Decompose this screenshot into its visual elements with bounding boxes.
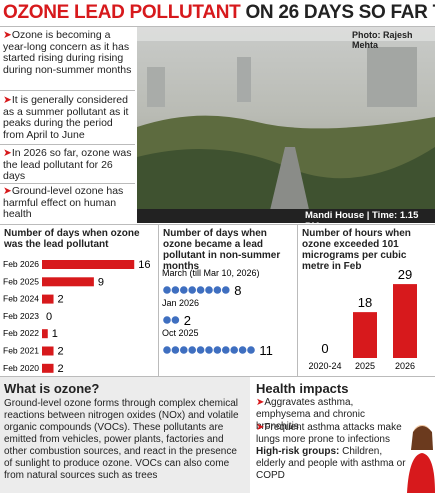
value-label: 2 <box>184 313 191 328</box>
chart-title: Number of days when ozone became a lead … <box>163 228 281 272</box>
headline: OZONE LEAD POLLUTANT ON 26 DAYS SO FAR T… <box>3 2 435 24</box>
bar <box>42 277 94 287</box>
chart: Feb 2026 16 Feb 2025 9 Feb 2024 2 Feb 2023 0 Feb… <box>3 259 150 374</box>
value-label: 8 <box>234 283 241 298</box>
illustration <box>407 425 435 493</box>
value-label: 11 <box>259 343 273 358</box>
category-label: Jan 2026 <box>162 298 199 308</box>
category-label: Feb 2026 <box>3 259 39 269</box>
dot <box>163 286 171 294</box>
chart-title: Number of days when ozone was the lead p… <box>4 228 140 250</box>
category-label: Feb 2022 <box>3 328 39 338</box>
chart-title: Number of hours when ozone exceeded 101 … <box>302 228 411 272</box>
dot <box>188 346 196 354</box>
dot <box>222 346 230 354</box>
dot <box>213 286 222 294</box>
rule <box>158 224 159 376</box>
info-box <box>0 377 250 493</box>
category-label: Feb 2021 <box>3 346 39 356</box>
dot <box>180 346 188 354</box>
category-label: Feb 2023 <box>3 311 39 321</box>
category-label: 2025 <box>355 361 375 371</box>
rule <box>0 26 435 27</box>
rule <box>0 376 435 377</box>
dot <box>222 286 230 294</box>
dot <box>163 316 171 324</box>
dot <box>213 346 222 354</box>
dot <box>180 286 188 294</box>
health-risk: High-risk groups: Children, elderly and … <box>256 446 406 482</box>
bar <box>42 329 48 339</box>
category-label: Oct 2025 <box>162 328 199 338</box>
category-label: 2020-24 <box>308 361 341 371</box>
bullet: In 2026 so far, ozone was the lead pollu… <box>3 147 133 183</box>
category-label: Feb 2024 <box>3 294 39 304</box>
dot <box>247 346 255 354</box>
dot <box>196 286 205 294</box>
bar <box>42 294 54 304</box>
bullet: It is generally considered as a summer p… <box>3 94 133 141</box>
value-label: 29 <box>398 267 412 282</box>
section-text: Ground-level ozone forms through complex… <box>4 398 239 481</box>
dot <box>171 346 180 354</box>
dot <box>171 316 180 324</box>
value-label: 16 <box>138 259 150 271</box>
category-label: March (till Mar 10, 2026) <box>162 268 260 278</box>
photo-caption: Mandi House | Time: 1.15 PM <box>305 210 419 232</box>
dot <box>205 286 213 294</box>
bullet: Ground-level ozone has harmful effect on… <box>3 185 133 221</box>
value-label: 2 <box>58 346 64 358</box>
dot-group <box>163 316 180 324</box>
value-label: 1 <box>52 328 58 340</box>
risk-text: Children, elderly and people with asthma… <box>256 446 406 481</box>
section-title: What is ozone? <box>4 381 100 396</box>
headline-dark: ON 26 DAYS SO FAR THIS YEAR <box>245 2 435 23</box>
rule <box>0 224 435 225</box>
rule <box>297 224 298 376</box>
value-label: 0 <box>46 311 52 323</box>
rule <box>0 90 135 91</box>
bar <box>42 260 135 269</box>
risk-label: High-risk groups: <box>256 446 340 457</box>
value-label: 9 <box>98 276 104 288</box>
dot <box>171 286 180 294</box>
bullet: Ozone is becoming a year-long concern as… <box>3 29 133 76</box>
category-label: Feb 2020 <box>3 363 39 373</box>
bar <box>393 284 417 358</box>
value-label: 2 <box>58 294 64 306</box>
bar <box>42 346 54 356</box>
photo <box>137 27 435 223</box>
value-label: 0 <box>321 341 328 356</box>
bar <box>42 363 54 373</box>
headline-red: OZONE LEAD POLLUTANT <box>3 2 241 23</box>
rule <box>0 144 135 145</box>
category-label: Feb 2025 <box>3 276 39 286</box>
dot <box>205 346 213 354</box>
bar <box>353 312 377 358</box>
dot <box>238 346 247 354</box>
dot-group <box>163 286 230 294</box>
rule <box>0 183 135 184</box>
photo-credit: Photo: Rajesh Mehta <box>352 30 413 50</box>
dot-group <box>163 346 255 354</box>
dot <box>230 346 238 354</box>
health-item: Frequent asthma attacks make lungs more … <box>256 422 406 446</box>
category-label: 2026 <box>395 361 415 371</box>
value-label: 2 <box>58 363 64 374</box>
dot <box>163 346 171 354</box>
chart: 0 2020-24 18 2025 29 2026 <box>308 267 417 371</box>
section-title: Health impacts <box>256 381 349 396</box>
value-label: 18 <box>358 295 372 310</box>
dot <box>196 346 205 354</box>
dot <box>188 286 196 294</box>
